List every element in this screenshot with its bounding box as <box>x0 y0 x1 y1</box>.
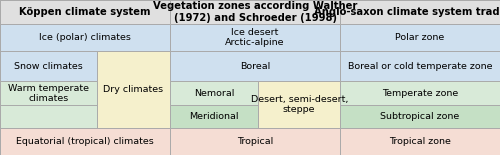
Text: Ice (polar) climates: Ice (polar) climates <box>39 33 131 42</box>
Text: Boreal: Boreal <box>240 62 270 71</box>
Text: Tropical: Tropical <box>237 137 273 146</box>
Bar <box>258 81 340 128</box>
Bar <box>340 24 500 51</box>
Bar <box>0 128 170 155</box>
Text: Vegetation zones according Walther
(1972) and Schroeder (1998): Vegetation zones according Walther (1972… <box>153 1 357 23</box>
Bar <box>0 105 97 128</box>
Bar <box>170 0 340 24</box>
Text: Temperate zone: Temperate zone <box>382 89 458 98</box>
Text: Boreal or cold temperate zone: Boreal or cold temperate zone <box>348 62 492 71</box>
Text: Desert, semi-desert,
steppe: Desert, semi-desert, steppe <box>250 95 348 114</box>
Bar <box>0 81 97 105</box>
Bar <box>170 105 258 128</box>
Text: Warm temperate
climates: Warm temperate climates <box>8 84 89 103</box>
Bar <box>0 51 97 81</box>
Bar <box>340 81 500 105</box>
Text: Ice desert
Arctic-alpine: Ice desert Arctic-alpine <box>225 28 285 47</box>
Text: Tropical zone: Tropical zone <box>389 137 451 146</box>
Bar <box>0 0 170 24</box>
Bar <box>340 51 500 81</box>
Bar <box>340 128 500 155</box>
Text: Equatorial (tropical) climates: Equatorial (tropical) climates <box>16 137 154 146</box>
Bar <box>170 81 258 105</box>
Bar <box>97 51 170 128</box>
Text: Köppen climate system: Köppen climate system <box>19 7 151 17</box>
Text: Polar zone: Polar zone <box>396 33 444 42</box>
Text: Meridional: Meridional <box>190 112 239 121</box>
Text: Anglo-saxon climate system tradition: Anglo-saxon climate system tradition <box>314 7 500 17</box>
Bar <box>340 105 500 128</box>
Bar <box>170 24 340 51</box>
Text: Snow climates: Snow climates <box>14 62 83 71</box>
Bar <box>340 0 500 24</box>
Bar <box>170 128 340 155</box>
Bar <box>170 51 340 81</box>
Text: Nemoral: Nemoral <box>194 89 234 98</box>
Text: Subtropical zone: Subtropical zone <box>380 112 460 121</box>
Bar <box>0 24 170 51</box>
Text: Dry climates: Dry climates <box>104 85 164 94</box>
